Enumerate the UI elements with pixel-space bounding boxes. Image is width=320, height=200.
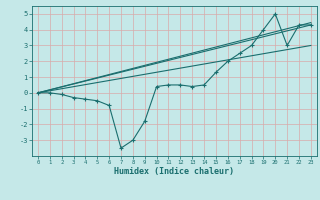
X-axis label: Humidex (Indice chaleur): Humidex (Indice chaleur) (115, 167, 234, 176)
